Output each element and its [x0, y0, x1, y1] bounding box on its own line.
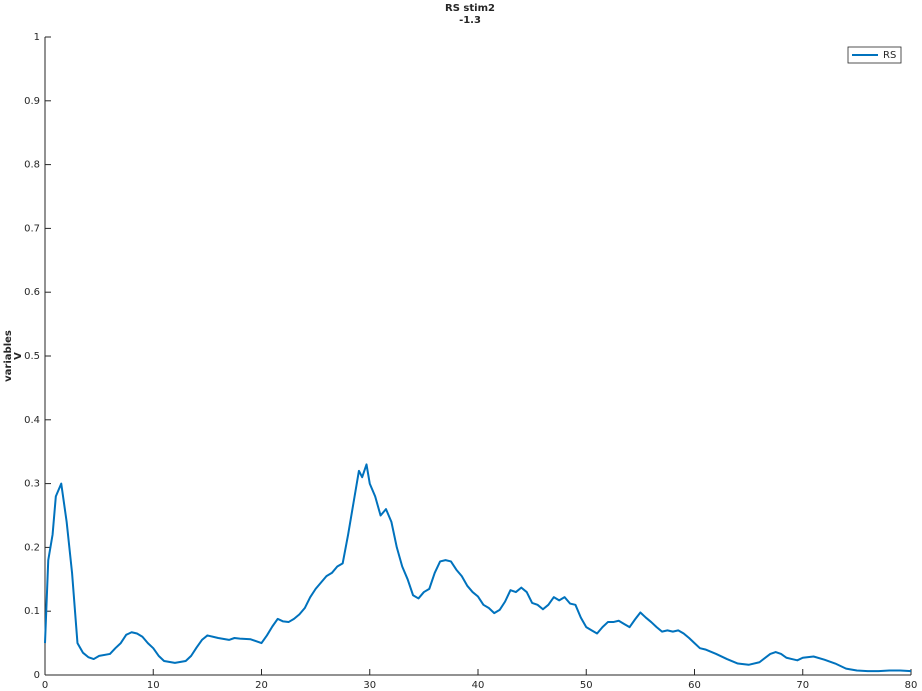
x-tick-label: 70	[796, 680, 809, 691]
y-tick-label: 0.8	[24, 160, 40, 171]
x-tick-label: 20	[255, 680, 268, 691]
x-tick-label: 80	[905, 680, 918, 691]
x-tick-label: 30	[363, 680, 376, 691]
chart-subtitle: -1.3	[459, 15, 481, 26]
chart-title: RS stim2	[445, 3, 495, 14]
x-tick-label: 60	[688, 680, 701, 691]
y-tick-label: 0.2	[24, 542, 40, 553]
y-tick-label: 0.7	[24, 223, 40, 234]
y-axis-label: variables	[3, 330, 14, 382]
x-tick-label: 10	[147, 680, 160, 691]
y-tick-label: 0.6	[24, 287, 40, 298]
y-axis-label: V	[13, 352, 24, 360]
y-tick-label: 0.9	[24, 96, 40, 107]
y-tick-label: 1	[34, 32, 40, 43]
x-tick-label: 40	[472, 680, 485, 691]
y-tick-label: 0.1	[24, 606, 40, 617]
y-tick-label: 0.3	[24, 479, 40, 490]
x-tick-label: 50	[580, 680, 593, 691]
data-line	[44, 463, 912, 673]
y-tick-label: 0.4	[24, 415, 40, 426]
legend-label: RS	[883, 50, 896, 61]
x-tick-label: 0	[42, 680, 48, 691]
y-tick-label: 0	[34, 670, 40, 681]
y-tick-label: 0.5	[24, 351, 40, 362]
